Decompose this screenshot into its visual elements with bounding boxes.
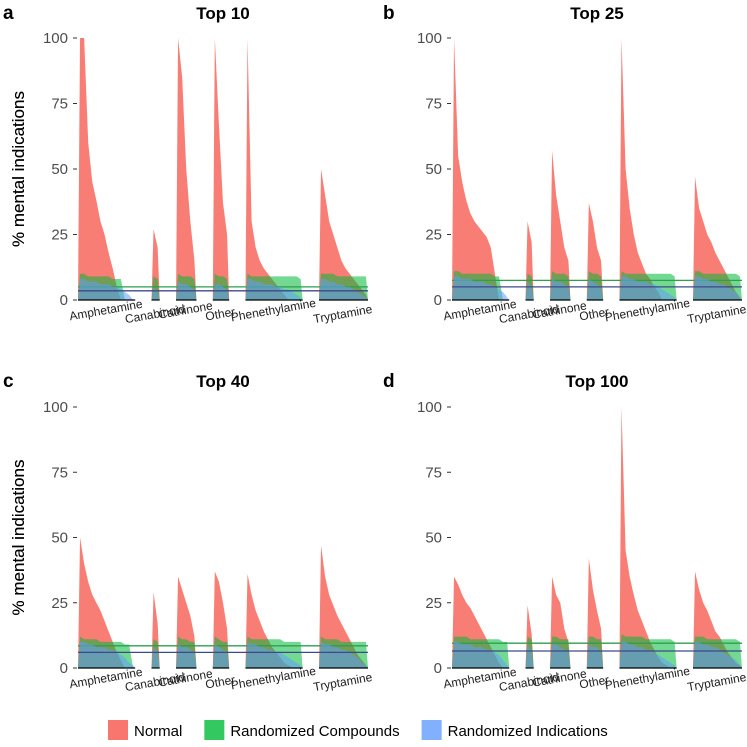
area-0 [78, 537, 136, 668]
y-tick-label: 25 [51, 227, 68, 244]
area-2 [212, 644, 230, 668]
panel-letter: c [3, 371, 14, 392]
category-label: Tryptamine [312, 302, 373, 326]
y-tick-label: 75 [425, 464, 442, 481]
legend-label: Normal [134, 723, 182, 740]
y-tick-label: 50 [425, 530, 442, 547]
area-0 [318, 545, 368, 668]
area-0 [318, 169, 368, 300]
y-tick-label: 0 [60, 660, 68, 677]
y-tick-label: 100 [417, 30, 442, 47]
area-2 [452, 641, 510, 668]
panel-title: Top 10 [196, 4, 250, 23]
legend-label: Randomized Indications [448, 723, 608, 740]
panel-letter: b [383, 3, 395, 24]
area-0 [78, 38, 136, 300]
category-label: Tryptamine [686, 302, 747, 326]
y-tick-label: 100 [43, 399, 68, 416]
y-axis-label: % mental indications [9, 91, 28, 247]
legend-label: Randomized Compounds [230, 723, 399, 740]
area-0 [176, 38, 197, 300]
category-label: Other [204, 673, 236, 692]
area-0 [245, 38, 303, 300]
y-tick-label: 100 [43, 30, 68, 47]
area-2 [318, 641, 368, 668]
area-0 [550, 150, 571, 300]
legend-swatch [421, 720, 442, 740]
y-tick-label: 0 [434, 660, 442, 677]
y-tick-label: 75 [51, 96, 68, 113]
y-tick-label: 25 [51, 595, 68, 612]
panel-letter: d [383, 371, 395, 392]
y-axis-label: % mental indications [9, 91, 28, 247]
area-2 [525, 644, 534, 668]
area-2 [245, 279, 303, 300]
area-2 [619, 276, 677, 300]
area-2 [586, 644, 604, 668]
area-2 [525, 281, 534, 300]
area-0 [692, 176, 742, 300]
area-0 [452, 38, 510, 300]
legend-swatch [108, 720, 128, 740]
category-label: Other [578, 305, 610, 324]
area-2 [550, 644, 571, 668]
area-2 [245, 641, 303, 668]
y-axis-label: % mental indications [9, 460, 28, 616]
y-tick-label: 25 [425, 595, 442, 612]
area-2 [176, 644, 197, 668]
y-axis-label: % mental indications [9, 460, 28, 616]
category-label: Tryptamine [312, 670, 373, 694]
y-tick-label: 50 [425, 161, 442, 178]
area-2 [151, 286, 160, 300]
area-0 [619, 38, 677, 300]
area-2 [619, 641, 677, 668]
panel-title: Top 25 [570, 4, 624, 23]
category-label: Other [578, 673, 610, 692]
panel-title: Top 100 [566, 372, 629, 391]
y-tick-label: 0 [434, 292, 442, 309]
area-2 [692, 641, 742, 668]
y-tick-label: 75 [51, 464, 68, 481]
y-tick-label: 75 [425, 96, 442, 113]
area-2 [452, 276, 510, 300]
category-label: Other [204, 305, 236, 324]
area-0 [212, 38, 230, 300]
panel-title: Top 40 [196, 372, 250, 391]
area-2 [212, 284, 230, 300]
area-2 [318, 279, 368, 300]
area-2 [78, 279, 136, 300]
area-2 [586, 279, 604, 300]
category-label: Tryptamine [686, 670, 747, 694]
area-2 [550, 279, 571, 300]
area-0 [619, 407, 677, 668]
y-tick-label: 100 [417, 399, 442, 416]
area-2 [692, 276, 742, 300]
legend-swatch [204, 720, 225, 740]
panel-letter: a [3, 3, 14, 24]
y-tick-label: 25 [425, 227, 442, 244]
area-2 [78, 641, 136, 668]
y-tick-label: 50 [51, 530, 68, 547]
y-tick-label: 0 [60, 292, 68, 309]
y-tick-label: 50 [51, 161, 68, 178]
